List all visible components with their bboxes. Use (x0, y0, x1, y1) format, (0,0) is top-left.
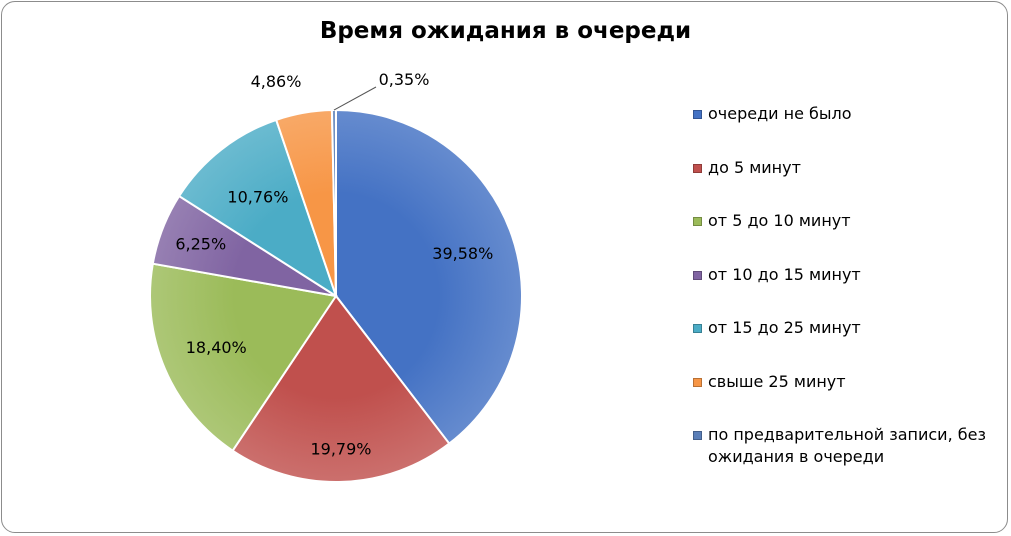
legend-swatch (693, 217, 702, 226)
legend-label: очереди не было (708, 104, 852, 123)
data-label: 6,25% (175, 234, 226, 253)
pie-slice (149, 262, 338, 453)
legend-swatch (693, 431, 702, 440)
legend-swatch (693, 270, 702, 280)
legend-label: свыше 25 минут (708, 371, 846, 391)
legend-item: свыше 25 минут (693, 371, 1008, 393)
pie-slice (335, 108, 523, 445)
pie-slice (177, 118, 338, 299)
legend-swatch (693, 377, 702, 387)
chart-title: Время ожидания в очереди (319, 18, 692, 44)
legend-label: по предварительной записи, без ожидания … (708, 425, 986, 466)
data-label: 39,58% (432, 244, 493, 263)
data-label: 19,79% (310, 439, 371, 458)
legend-label: от 5 до 10 минут (708, 211, 851, 230)
legend-swatch (693, 163, 702, 173)
data-label: 10,76% (227, 188, 288, 207)
legend-swatch (693, 110, 702, 119)
data-label: 0,35% (379, 70, 430, 89)
legend-item: до 5 минут (693, 157, 1008, 179)
leader-line (333, 86, 377, 111)
data-label: 18,40% (186, 338, 247, 357)
pie-slice (231, 294, 451, 483)
data-label: 4,86% (251, 72, 302, 91)
legend-label: от 10 до 15 минут (708, 264, 861, 284)
legend-label: до 5 минут (708, 157, 801, 177)
legend-item: от 15 до 25 минут (693, 317, 1008, 339)
legend-item: по предварительной записи, без ожидания … (693, 424, 1008, 468)
legend-item: от 10 до 15 минут (693, 264, 1008, 286)
legend-item: от 5 до 10 минут (693, 210, 1008, 232)
legend-item: очереди не было (693, 103, 1008, 125)
legend-label: от 15 до 25 минут (708, 318, 861, 337)
legend-swatch (693, 324, 702, 333)
